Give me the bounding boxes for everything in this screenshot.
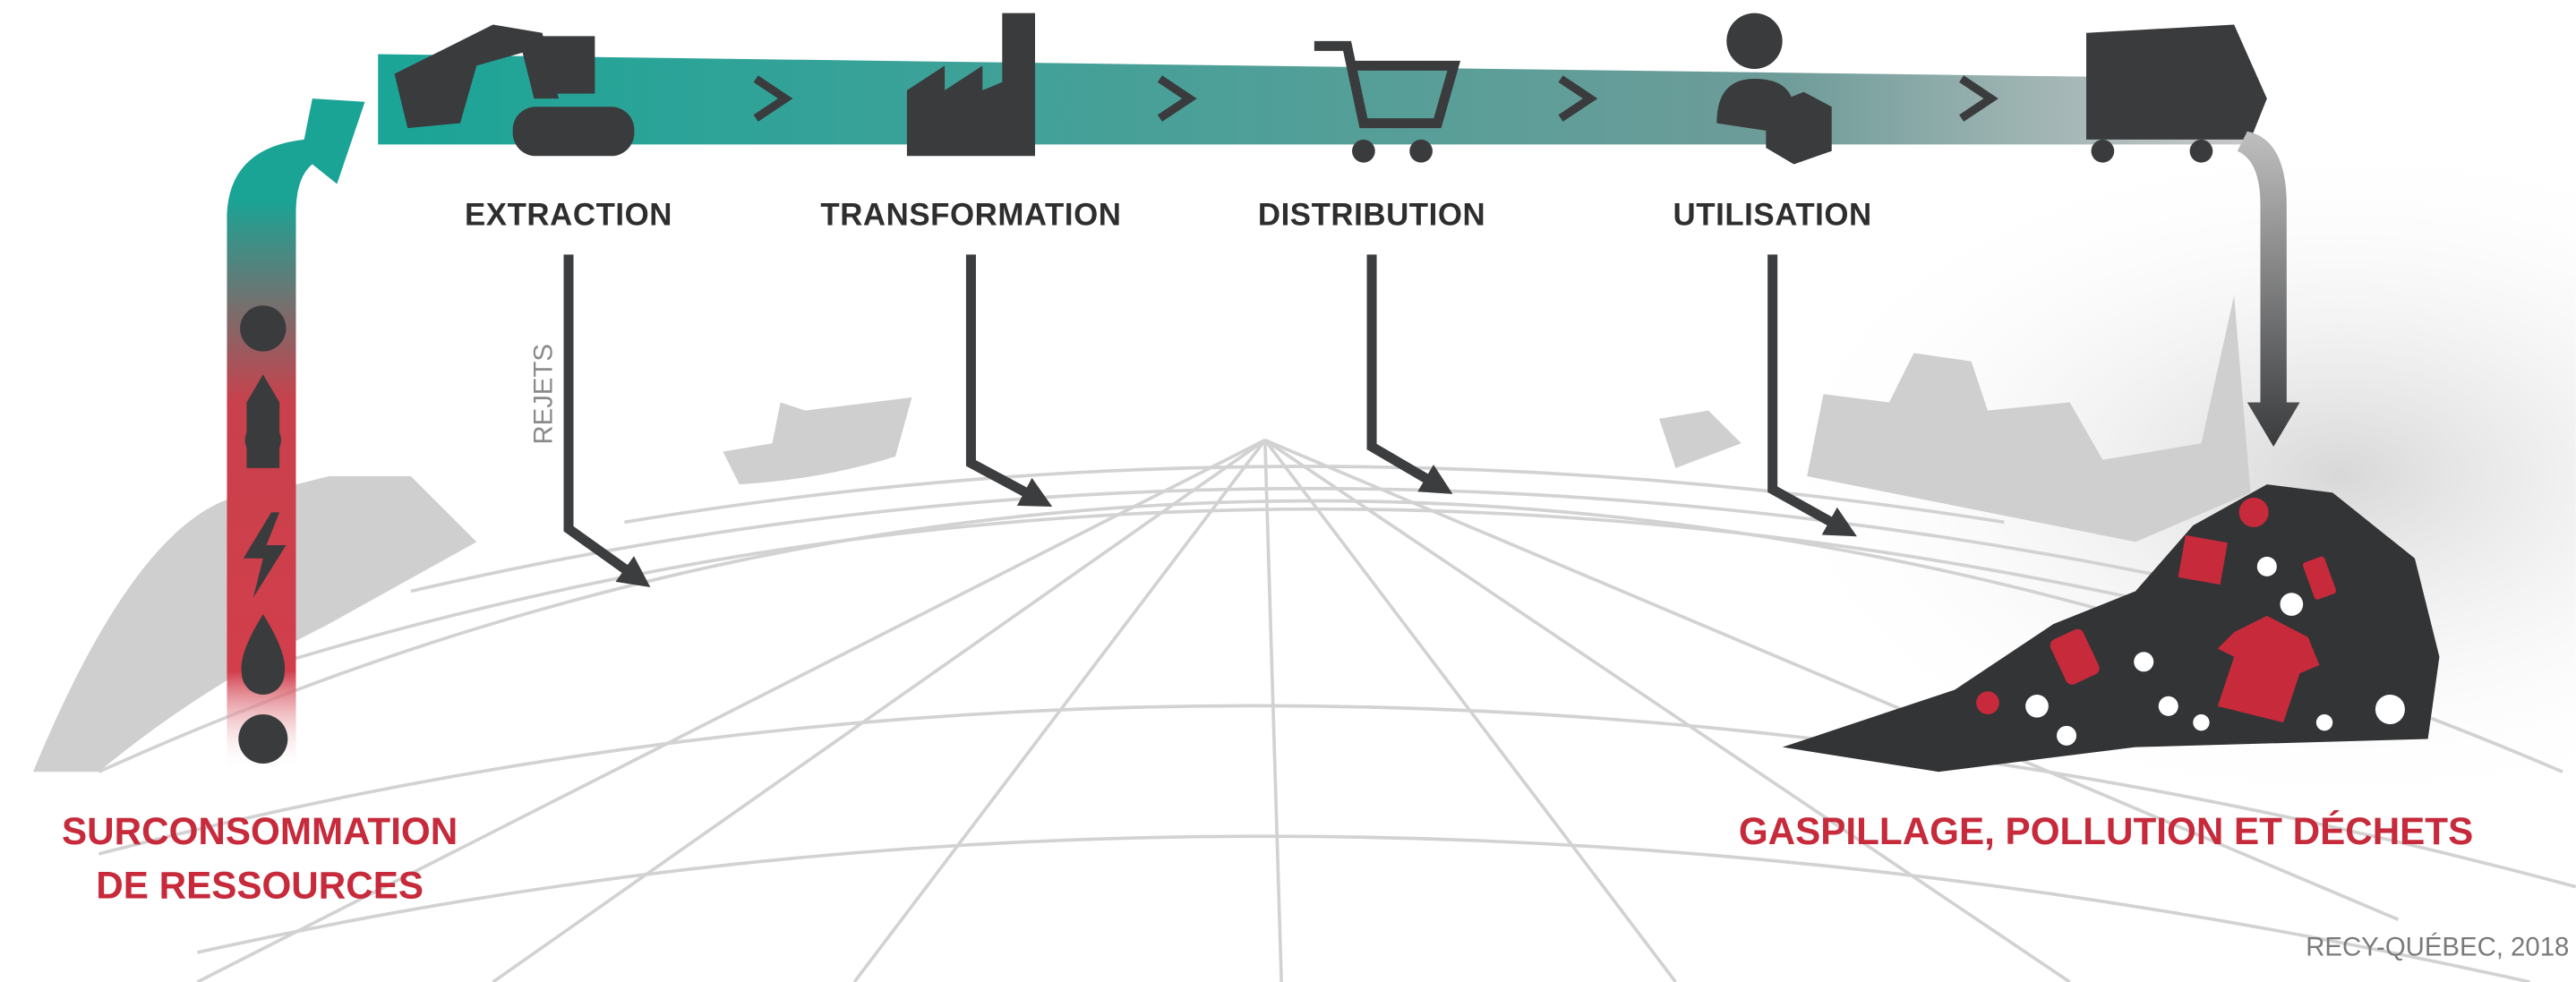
flow-band (378, 55, 2250, 145)
output-label: GASPILLAGE, POLLUTION ET DÉCHETS (1739, 810, 2473, 852)
stage-label: EXTRACTION (465, 197, 672, 232)
side-label: REJETS (529, 344, 559, 445)
stage-label: DISTRIBUTION (1258, 197, 1485, 232)
page: {"stages": [{"label": "EXTRACTION"}, {"l… (0, 0, 2576, 982)
lifecycle-diagram: EXTRACTION TRANSFORMATION DISTRIBUTION U… (0, 0, 2576, 982)
source: RECY-QUÉBEC, 2018 (2306, 933, 2569, 962)
input-label: SURCONSOMMATION (62, 810, 458, 852)
stage-label: UTILISATION (1673, 197, 1872, 232)
stage-label: TRANSFORMATION (820, 197, 1121, 232)
input-label: DE RESSOURCES (96, 864, 424, 906)
